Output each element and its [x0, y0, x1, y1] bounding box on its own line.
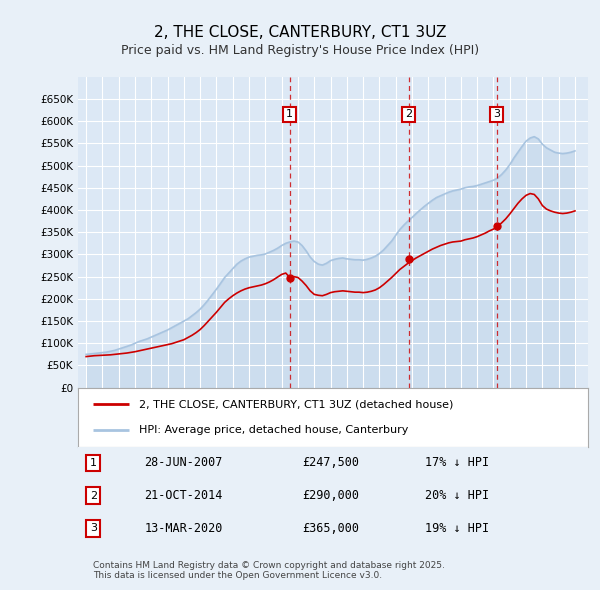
- Text: £290,000: £290,000: [302, 489, 359, 502]
- Text: 2: 2: [90, 491, 97, 501]
- Text: 17% ↓ HPI: 17% ↓ HPI: [425, 457, 489, 470]
- Text: 1: 1: [90, 458, 97, 468]
- Text: 3: 3: [493, 110, 500, 119]
- Text: HPI: Average price, detached house, Canterbury: HPI: Average price, detached house, Cant…: [139, 425, 409, 435]
- Text: £365,000: £365,000: [302, 522, 359, 535]
- Text: 1: 1: [286, 110, 293, 119]
- Text: 13-MAR-2020: 13-MAR-2020: [145, 522, 223, 535]
- Text: 20% ↓ HPI: 20% ↓ HPI: [425, 489, 489, 502]
- Text: £247,500: £247,500: [302, 457, 359, 470]
- Text: 21-OCT-2014: 21-OCT-2014: [145, 489, 223, 502]
- Text: 28-JUN-2007: 28-JUN-2007: [145, 457, 223, 470]
- Text: Price paid vs. HM Land Registry's House Price Index (HPI): Price paid vs. HM Land Registry's House …: [121, 44, 479, 57]
- Text: 3: 3: [90, 523, 97, 533]
- Text: 2, THE CLOSE, CANTERBURY, CT1 3UZ (detached house): 2, THE CLOSE, CANTERBURY, CT1 3UZ (detac…: [139, 399, 454, 409]
- Text: 2, THE CLOSE, CANTERBURY, CT1 3UZ: 2, THE CLOSE, CANTERBURY, CT1 3UZ: [154, 25, 446, 40]
- Text: 19% ↓ HPI: 19% ↓ HPI: [425, 522, 489, 535]
- Text: 2: 2: [405, 110, 412, 119]
- Text: Contains HM Land Registry data © Crown copyright and database right 2025.
This d: Contains HM Land Registry data © Crown c…: [94, 560, 445, 580]
